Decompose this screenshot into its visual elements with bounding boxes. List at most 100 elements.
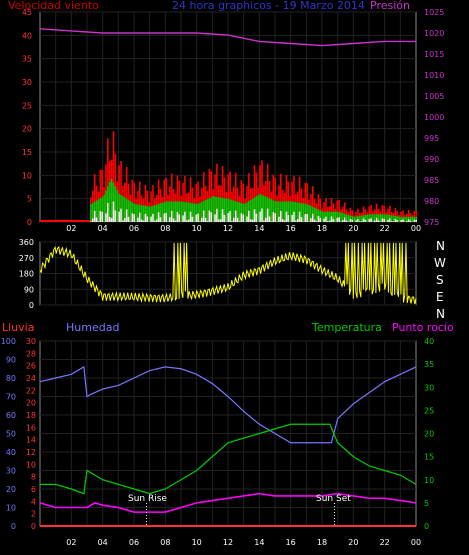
chart-date-title: 24 hora graphicos - 19 Marzo 2014 <box>172 0 365 12</box>
wind-gust-bar <box>336 200 339 222</box>
humidity-tick-label: 20 <box>6 485 16 494</box>
wind-avg-bar <box>349 215 352 222</box>
right-tick-label: 975 <box>424 218 439 227</box>
wind-avg-bar <box>154 205 156 222</box>
wind-avg-bar <box>317 209 320 222</box>
x-tick-label: 12 <box>223 224 233 233</box>
wind-avg-bar <box>390 215 393 222</box>
x-tick-label: 14 <box>254 224 264 233</box>
right-tick-label: 985 <box>424 176 439 185</box>
x-tick-label: 08 <box>160 224 170 233</box>
wind-avg-bar <box>295 202 297 222</box>
wind-min-bar <box>186 220 188 222</box>
wind-avg-bar <box>332 211 335 222</box>
wind-avg-bar <box>242 203 245 222</box>
wind-avg-bar <box>110 178 113 222</box>
wind-avg-bar <box>238 202 241 222</box>
wind-avg-bar <box>159 203 162 222</box>
wind-avg-bar <box>383 214 386 222</box>
wind-min-bar <box>400 220 402 222</box>
wind-avg-bar <box>227 198 229 222</box>
wind-gust-bar <box>152 184 154 222</box>
wind-min-bar <box>342 220 344 222</box>
wind-min-bar <box>261 208 263 222</box>
wind-min-bar <box>280 210 282 222</box>
humidity-tick-label: 50 <box>6 430 16 439</box>
wind-avg-bar <box>225 198 228 222</box>
wind-min-bar <box>268 216 271 222</box>
wind-avg-bar <box>379 214 382 222</box>
wind-gust-bar <box>229 171 231 222</box>
wind-min-bar <box>394 218 397 222</box>
x-tick-label: 20 <box>348 538 358 547</box>
wind-min-bar <box>114 210 117 222</box>
wind-gust-bar <box>394 208 397 222</box>
wind-min-bar <box>210 212 213 222</box>
wind-min-bar <box>330 216 333 222</box>
sunset-label: Sun Set <box>316 494 351 504</box>
wind-avg-bar <box>176 201 179 222</box>
wind-min-bar <box>266 208 269 222</box>
wind-gust-bar <box>163 179 166 222</box>
wind-min-bar <box>208 210 211 222</box>
wind-avg-bar <box>310 205 312 222</box>
rain-tick-label: 22 <box>26 386 36 395</box>
wind-min-bar <box>112 201 115 222</box>
x-tick-label: 00 <box>411 224 421 233</box>
x-tick-label: 04 <box>98 538 108 547</box>
rain-tick-label: 8 <box>31 473 36 482</box>
wind-direction-panel: 0 90 180 270 360 <box>19 238 417 310</box>
wind-min-bar <box>246 216 248 222</box>
wind-avg-bar <box>186 202 188 222</box>
wind-min-bar <box>170 210 173 222</box>
wind-avg-bar <box>97 199 100 222</box>
x-tick-label: 18 <box>317 224 327 233</box>
right-tick-label: 1000 <box>424 113 444 122</box>
temperature-tick-label: 25 <box>424 406 434 415</box>
wind-avg-bar <box>108 181 111 222</box>
wind-avg-bar <box>353 216 355 222</box>
wind-gust-bar <box>240 180 243 222</box>
wind-avg-bar <box>123 197 126 222</box>
x-tick-label: 06 <box>129 224 139 233</box>
wind-avg-bar <box>251 198 254 222</box>
humidity-tick-label: 30 <box>6 467 16 476</box>
x-tick-label: 16 <box>286 538 296 547</box>
wind-avg-bar <box>413 216 416 222</box>
wind-gust-bar <box>93 174 96 222</box>
wind-min-bar <box>92 218 94 222</box>
rain-tick-label: 28 <box>26 349 36 358</box>
rain-tick-label: 12 <box>26 448 36 457</box>
wind-avg-bar <box>90 204 92 222</box>
wind-gust-bar <box>357 208 359 222</box>
wind-avg-bar <box>257 194 260 222</box>
wind-min-bar <box>349 218 352 222</box>
wind-min-bar <box>231 221 233 222</box>
wind-avg-bar <box>240 203 243 222</box>
right-tick-label: 1025 <box>424 8 444 17</box>
dewpoint-label: Punto rocío <box>392 321 454 334</box>
wind-min-bar <box>390 221 393 222</box>
right-tick-label: 990 <box>424 155 439 164</box>
wind-min-bar <box>375 217 378 222</box>
wind-gust-bar <box>216 163 218 222</box>
wind-min-bar <box>234 210 237 222</box>
wind-gust-bar <box>298 176 301 222</box>
direction-tick-label: 360 <box>19 238 34 247</box>
wind-gust-bar <box>383 205 386 222</box>
wind-avg-bar <box>191 203 194 222</box>
wind-min-bar <box>374 220 376 222</box>
wind-min-bar <box>298 211 301 222</box>
pressure-line <box>39 28 416 47</box>
rain-label: Lluvia <box>2 321 34 334</box>
wind-avg-bar <box>246 202 248 222</box>
wind-min-bar <box>157 212 160 222</box>
humidity-line <box>39 365 417 444</box>
humidity-tick-label: 0 <box>11 522 16 531</box>
wind-avg-bar <box>129 201 132 222</box>
wind-min-bar <box>259 211 261 222</box>
wind-min-bar <box>396 220 399 222</box>
wind-gust-bar <box>210 171 213 222</box>
wind-avg-bar <box>101 197 104 222</box>
wind-avg-bar <box>208 198 211 222</box>
